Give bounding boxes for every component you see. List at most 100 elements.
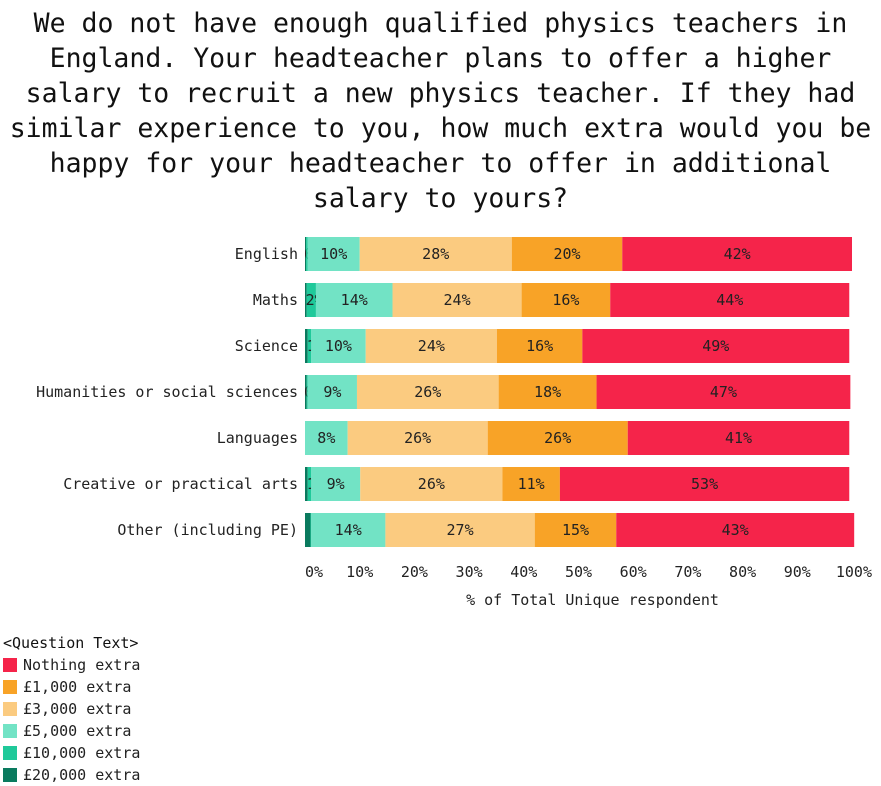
data-label-creative-or-practical-arts-5-000-extra: 9% — [327, 475, 345, 493]
legend-item-1-000-extra: £1,000 extra — [3, 676, 140, 698]
chart-title: We do not have enough qualified physics … — [9, 8, 872, 214]
bar-segment-english-nothing-extra — [622, 237, 852, 271]
x-axis-label: % of Total Unique respondent — [466, 591, 719, 609]
data-label-languages-3-000-extra: 26% — [404, 429, 431, 447]
bar-segment-languages-5-000-extra — [305, 421, 348, 455]
bar-segment-creative-or-practical-arts-3-000-extra — [360, 467, 503, 501]
legend-title: <Question Text> — [3, 634, 139, 652]
bar-segment-maths-20-000-extra — [305, 283, 307, 317]
bar-segment-creative-or-practical-arts-10-000-extra — [307, 467, 312, 501]
bar-segment-science-10-000-extra — [307, 329, 312, 363]
bar-segment-languages-3-000-extra — [347, 421, 488, 455]
x-tick-label: 100% — [836, 563, 872, 581]
data-label-other-including-pe-1-000-extra: 15% — [562, 521, 589, 539]
bar-segment-languages-nothing-extra — [627, 421, 850, 455]
bar-segment-creative-or-practical-arts-20-000-extra — [305, 467, 308, 501]
legend-item-nothing-extra: Nothing extra — [3, 654, 140, 676]
legend-label: £10,000 extra — [23, 744, 141, 762]
category-label-creative-or-practical-arts: Creative or practical arts — [63, 475, 298, 493]
bar-segment-humanities-or-social-sciences-20-000-extra — [305, 375, 307, 409]
data-label-english-nothing-extra: 42% — [724, 245, 751, 263]
bar-segment-english-10-000-extra — [306, 237, 308, 271]
bar-segment-maths-1-000-extra — [521, 283, 611, 317]
stacked-bar-chart: English0%10%28%20%42%Maths2%14%24%16%44%… — [36, 237, 872, 609]
category-label-languages: Languages — [217, 429, 298, 447]
x-tick-label: 20% — [401, 563, 428, 581]
bar-segment-english-1-000-extra — [511, 237, 623, 271]
data-label-science-5-000-extra: 10% — [325, 337, 352, 355]
data-label-other-including-pe-3-000-extra: 27% — [447, 521, 474, 539]
legend-item-5-000-extra: £5,000 extra — [3, 720, 140, 742]
legend-item-20-000-extra: £20,000 extra — [3, 764, 140, 786]
bar-segment-science-5-000-extra — [311, 329, 366, 363]
legend-swatch — [3, 768, 17, 782]
data-label-english-3-000-extra: 28% — [422, 245, 449, 263]
data-label-maths-nothing-extra: 44% — [716, 291, 743, 309]
data-label-languages-nothing-extra: 41% — [725, 429, 752, 447]
x-tick-label: 90% — [784, 563, 811, 581]
bar-segment-science-3-000-extra — [365, 329, 497, 363]
legend-label: £20,000 extra — [23, 766, 141, 784]
data-label-other-including-pe-nothing-extra: 43% — [722, 521, 749, 539]
bar-segment-maths-nothing-extra — [610, 283, 850, 317]
bar-segment-humanities-or-social-sciences-5-000-extra — [307, 375, 357, 409]
legend-swatch — [3, 724, 17, 738]
data-label-english-1-000-extra: 20% — [553, 245, 580, 263]
data-label-maths-3-000-extra: 24% — [444, 291, 471, 309]
data-label-other-including-pe-5-000-extra: 14% — [335, 521, 362, 539]
bar-segment-humanities-or-social-sciences-1-000-extra — [498, 375, 597, 409]
bar-segment-maths-5-000-extra — [315, 283, 393, 317]
data-label-humanities-or-social-sciences-nothing-extra: 47% — [710, 383, 737, 401]
category-label-other-including-pe: Other (including PE) — [117, 521, 298, 539]
bar-segment-humanities-or-social-sciences-10-000-extra — [306, 375, 308, 409]
data-label-creative-or-practical-arts-1-000-extra: 11% — [518, 475, 545, 493]
data-label-humanities-or-social-sciences-3-000-extra: 26% — [414, 383, 441, 401]
bar-segment-other-including-pe-5-000-extra — [311, 513, 386, 547]
data-label-english-5-000-extra: 10% — [320, 245, 347, 263]
bar-segment-maths-10-000-extra — [306, 283, 316, 317]
bar-segment-creative-or-practical-arts-1-000-extra — [502, 467, 560, 501]
legend-swatch — [3, 746, 17, 760]
data-label-creative-or-practical-arts-nothing-extra: 53% — [691, 475, 718, 493]
bar-segment-other-including-pe-20-000-extra — [305, 513, 311, 547]
data-label-science-nothing-extra: 49% — [702, 337, 729, 355]
bar-segment-english-5-000-extra — [307, 237, 360, 271]
bar-segment-other-including-pe-nothing-extra — [616, 513, 855, 547]
bar-segment-maths-3-000-extra — [392, 283, 522, 317]
legend-label: £5,000 extra — [23, 722, 132, 740]
legend-label: Nothing extra — [23, 656, 141, 674]
data-label-humanities-or-social-sciences-5-000-extra: 9% — [323, 383, 341, 401]
legend-items: Nothing extra £1,000 extra £3,000 extra £5,… — [3, 654, 140, 786]
data-label-languages-5-000-extra: 8% — [317, 429, 335, 447]
x-tick-label: 40% — [510, 563, 537, 581]
x-tick-label: 70% — [674, 563, 701, 581]
legend: <Question Text> Nothing extra £1,000 extr… — [3, 632, 140, 786]
bar-segment-creative-or-practical-arts-nothing-extra — [559, 467, 850, 501]
x-tick-label: 0% — [305, 563, 323, 581]
legend-item-10-000-extra: £10,000 extra — [3, 742, 140, 764]
category-label-maths: Maths — [253, 291, 298, 309]
legend-swatch — [3, 702, 17, 716]
x-tick-label: 50% — [565, 563, 592, 581]
data-label-maths-1-000-extra: 16% — [552, 291, 579, 309]
category-label-humanities-or-social-sciences: Humanities or social sciences — [36, 383, 298, 401]
bar-segment-languages-1-000-extra — [487, 421, 628, 455]
bar-segment-humanities-or-social-sciences-3-000-extra — [356, 375, 499, 409]
legend-item-3-000-extra: £3,000 extra — [3, 698, 140, 720]
x-tick-label: 30% — [456, 563, 483, 581]
bar-segment-other-including-pe-3-000-extra — [385, 513, 535, 547]
bar-segment-science-nothing-extra — [582, 329, 850, 363]
data-label-languages-1-000-extra: 26% — [544, 429, 571, 447]
bar-segment-humanities-or-social-sciences-nothing-extra — [596, 375, 851, 409]
data-label-science-1-000-extra: 16% — [526, 337, 553, 355]
bar-segment-creative-or-practical-arts-5-000-extra — [311, 467, 361, 501]
bar-segment-english-20-000-extra — [305, 237, 307, 271]
x-tick-label: 60% — [620, 563, 647, 581]
data-label-humanities-or-social-sciences-1-000-extra: 18% — [534, 383, 561, 401]
legend-swatch — [3, 680, 17, 694]
legend-label: £1,000 extra — [23, 678, 132, 696]
bar-segment-english-3-000-extra — [359, 237, 512, 271]
category-label-science: Science — [235, 337, 298, 355]
category-label-english: English — [235, 245, 298, 263]
bar-segment-science-20-000-extra — [305, 329, 308, 363]
